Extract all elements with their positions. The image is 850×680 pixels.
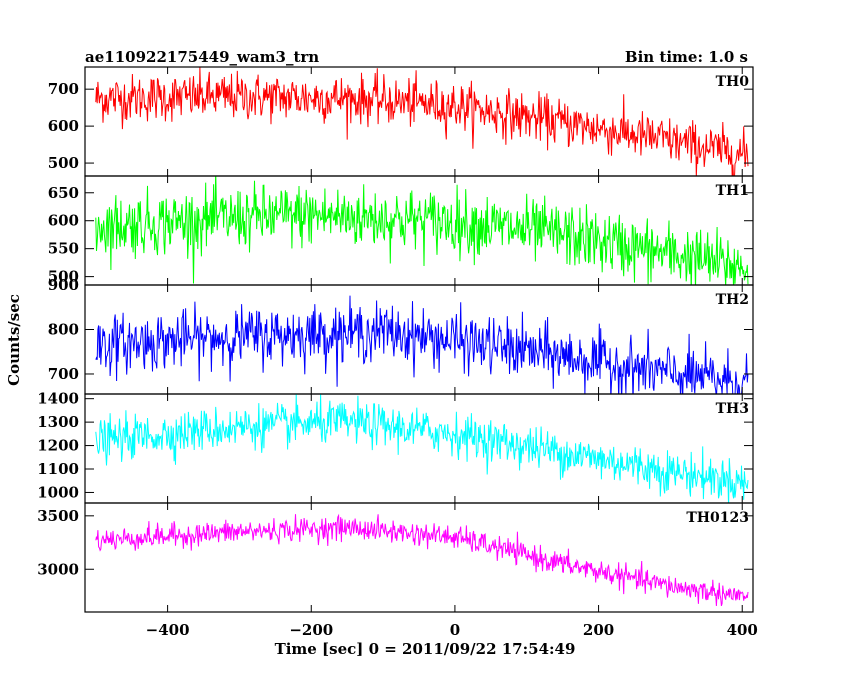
series-line-th0123 <box>95 513 749 607</box>
x-axis: −400 −200 0 200 400 <box>146 621 758 639</box>
y-tick-label: 700 <box>48 365 79 383</box>
panel-label: TH3 <box>716 401 749 417</box>
chart-title: ae110922175449_wam3_trn <box>85 48 319 66</box>
y-tick-label: 1300 <box>37 413 79 431</box>
series-line-th3 <box>95 394 749 503</box>
panel-th0: 500 600 700 TH0 <box>48 66 754 177</box>
series-line-th1 <box>95 176 749 285</box>
y-tick-label: 600 <box>48 212 79 230</box>
panel-label: TH0 <box>716 74 750 90</box>
panel-label: TH2 <box>716 292 749 308</box>
panel-th0123: 3000 3500 TH0123 <box>37 502 754 613</box>
series-line-th2 <box>95 295 749 394</box>
y-axis-title: Counts/sec <box>5 294 23 386</box>
x-tick-label: 400 <box>727 621 758 639</box>
y-tick-label: 1000 <box>37 483 79 501</box>
x-tick-label: −200 <box>289 621 333 639</box>
y-tick-label: 500 <box>48 154 79 172</box>
bin-time-label: Bin time: 1.0 s <box>625 48 748 66</box>
y-tick-label: 3000 <box>37 560 79 578</box>
panel-th3: 1000 1100 1200 1300 1400 TH3 <box>37 390 754 504</box>
y-tick-label: 900 <box>48 276 79 294</box>
panels-layer: 500 600 700 TH0 500 550 600 650 TH1 700 800 900 TH2 1… <box>37 66 754 613</box>
panel-th2: 700 800 900 TH2 <box>48 276 754 395</box>
y-tick-label: 800 <box>48 320 79 338</box>
x-tick-label: −400 <box>146 621 190 639</box>
y-tick-label: 550 <box>48 240 79 258</box>
panel-th1: 500 550 600 650 TH1 <box>48 175 754 286</box>
y-tick-label: 650 <box>48 184 79 202</box>
x-tick-label: 0 <box>450 621 460 639</box>
panel-frame <box>84 393 754 504</box>
y-tick-label: 1100 <box>37 460 79 478</box>
y-tick-label: 1400 <box>37 390 79 408</box>
y-tick-label: 500 <box>48 268 79 286</box>
x-tick-label: 200 <box>583 621 614 639</box>
y-tick-label: 3500 <box>37 507 79 525</box>
y-tick-label: 600 <box>48 117 79 135</box>
y-tick-label: 700 <box>48 80 79 98</box>
panel-label: TH0123 <box>686 510 749 526</box>
panel-label: TH1 <box>716 183 749 199</box>
y-tick-label: 1200 <box>37 437 79 455</box>
panel-frame <box>84 502 754 613</box>
series-line-th0 <box>95 67 749 176</box>
x-axis-title: Time [sec] 0 = 2011/09/22 17:54:49 <box>275 640 576 658</box>
